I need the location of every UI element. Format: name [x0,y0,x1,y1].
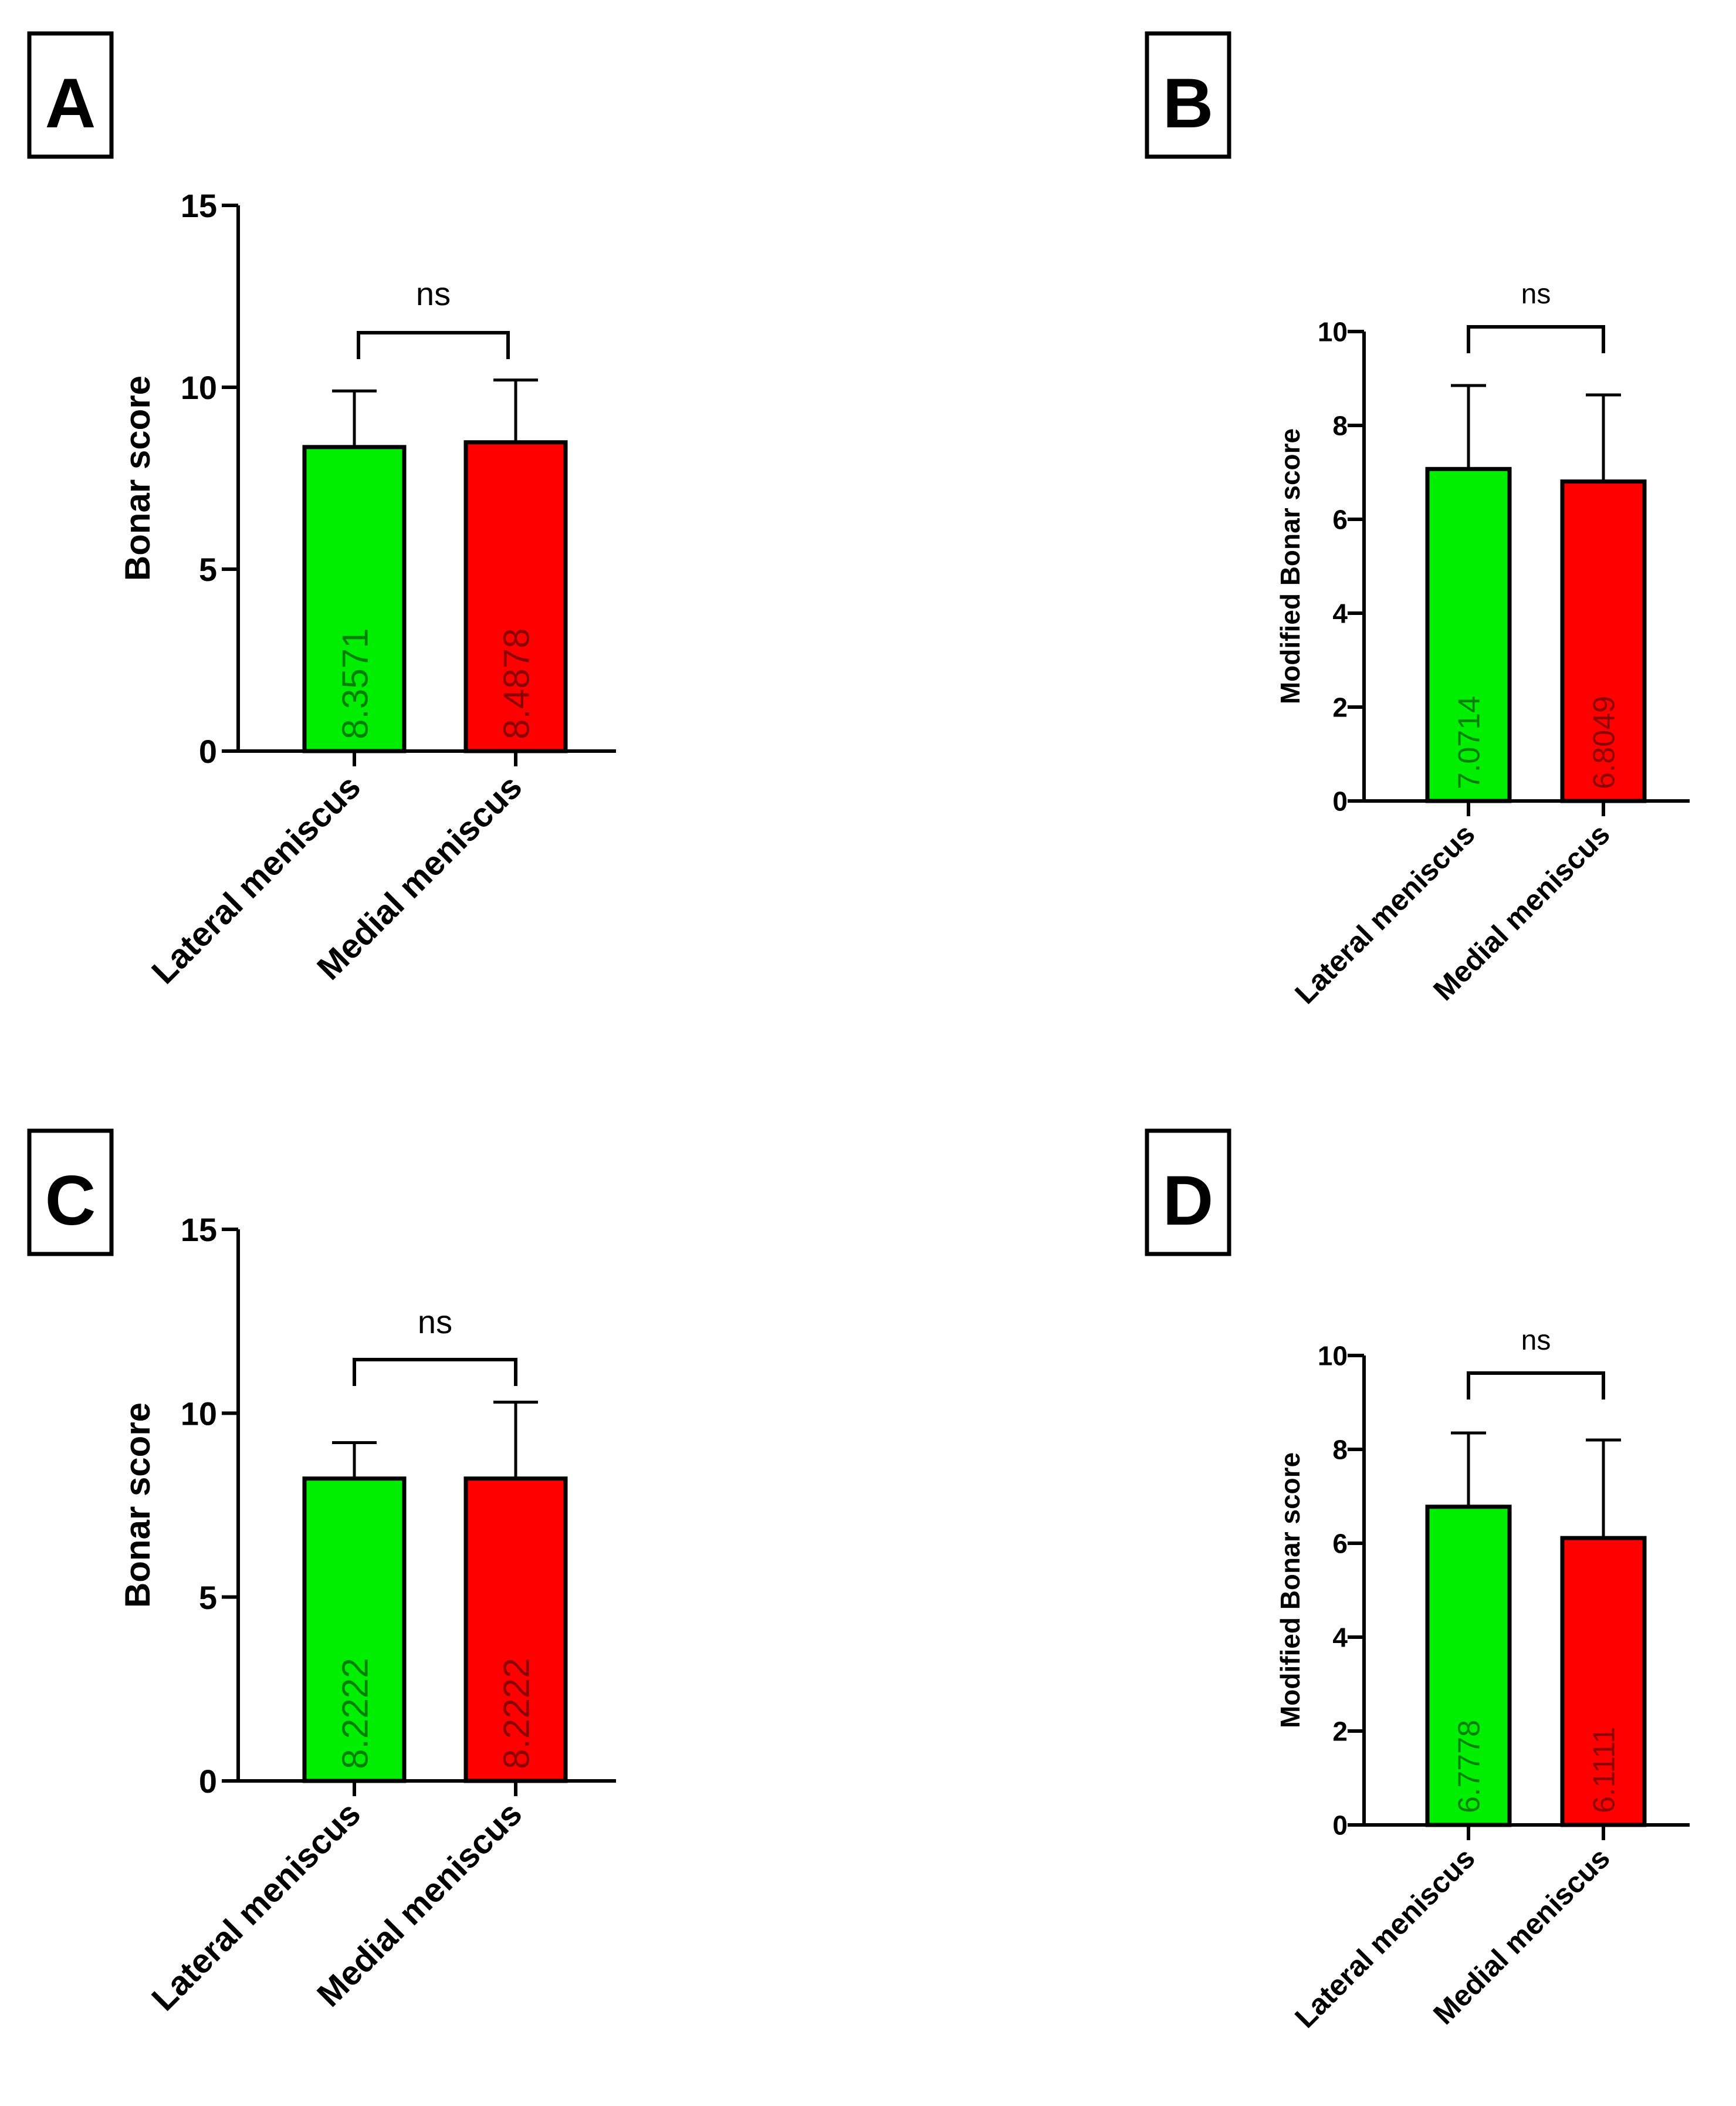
y-tick-label: 0 [1332,1810,1348,1841]
bar-medial [1560,1536,1647,1827]
y-tick-label: 0 [199,733,217,770]
significance-label: ns [1521,279,1551,310]
significance-bracket [1467,325,1605,353]
y-tick-label: 6 [1332,505,1348,535]
panel-letter: D [1163,1161,1214,1240]
significance-label: ns [1521,1325,1551,1356]
significance-bracket [353,1358,517,1386]
significance-bracket [1467,1371,1605,1400]
bar-medial [463,440,568,753]
panel-letter: C [45,1161,96,1240]
value-label-lateral: 8.2222 [335,1658,375,1769]
y-axis-title: Modified Bonar score [1275,428,1305,704]
value-label-medial: 8.2222 [496,1658,537,1769]
value-label-medial: 6.1111 [1588,1727,1622,1813]
y-tick-label: 4 [1332,1622,1348,1653]
bar-medial [463,1476,568,1783]
y-tick-label: 2 [1332,692,1348,723]
y-tick-label: 8 [1332,1435,1348,1465]
value-label-medial: 6.8049 [1588,696,1622,789]
y-tick-label: 8 [1332,411,1348,441]
value-label-lateral: 6.7778 [1453,1720,1487,1813]
y-tick-label: 10 [1318,317,1348,347]
bar-lateral [302,1476,407,1783]
y-axis-title: Modified Bonar score [1275,1452,1305,1728]
y-tick-label: 5 [199,1579,217,1616]
value-label-lateral: 7.0714 [1453,696,1487,789]
panel-letter-box [1145,31,1231,159]
y-tick-label: 4 [1332,599,1348,629]
y-tick-label: 5 [199,551,217,588]
y-tick-label: 0 [1332,786,1348,817]
y-tick-label: 2 [1332,1716,1348,1747]
panel-letter: A [45,64,96,143]
significance-label: ns [416,275,451,312]
panel-letter-box [27,31,114,159]
y-axis-title: Bonar score [118,376,157,581]
significance-bracket [357,331,510,359]
y-axis-title: Bonar score [118,1402,157,1608]
y-tick-label: 10 [181,369,217,406]
y-tick-label: 15 [181,1211,217,1248]
panel-letter-box [27,1128,114,1256]
y-tick-label: 10 [1318,1341,1348,1371]
value-label-lateral: 8.3571 [335,628,375,739]
value-label-medial: 8.4878 [496,628,537,739]
panel-letter: B [1163,64,1214,143]
bar-lateral [1425,1505,1512,1827]
panel-letter-box [1145,1128,1231,1256]
y-tick-label: 0 [199,1763,217,1800]
y-tick-label: 10 [181,1395,217,1432]
y-tick-label: 6 [1332,1529,1348,1559]
y-tick-label: 15 [181,187,217,224]
bar-lateral [1425,467,1512,803]
significance-label: ns [418,1303,452,1340]
